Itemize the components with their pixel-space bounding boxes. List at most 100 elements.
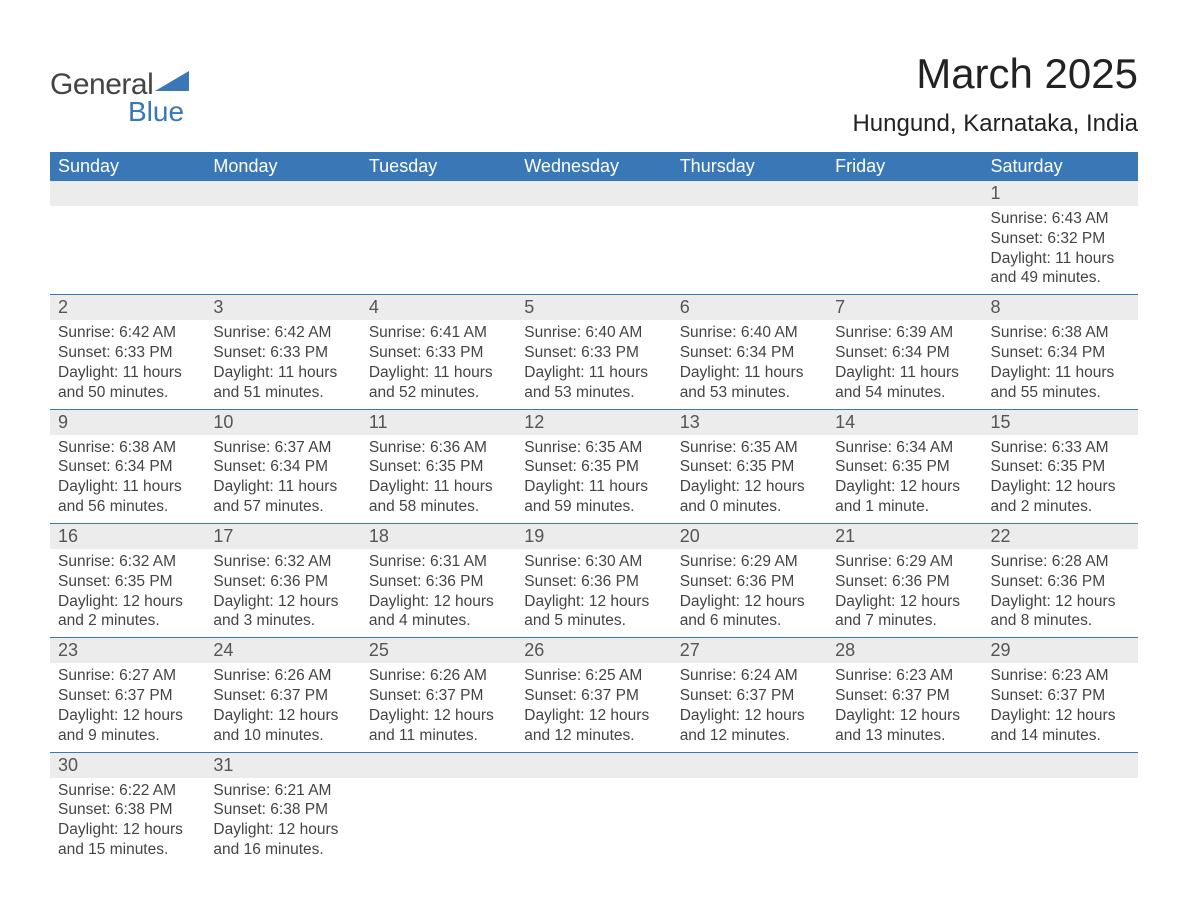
day-detail-row: Sunrise: 6:32 AM Sunset: 6:35 PM Daylight:… <box>50 549 1138 638</box>
sunrise-text: Sunrise: 6:37 AM <box>213 439 331 456</box>
day-detail-row: Sunrise: 6:43 AMSunset: 6:32 PMDaylight:… <box>50 206 1138 295</box>
day-detail-cell <box>983 778 1138 866</box>
logo-triangle-icon <box>155 69 189 96</box>
day-detail-cell: Sunrise: 6:23 AMSunset: 6:37 PMDaylight:… <box>827 663 982 752</box>
daylight-text: Daylight: 11 hours and 51 minutes. <box>213 364 337 401</box>
sunset-text: Sunset: 6:37 PM <box>524 687 639 704</box>
daylight-text: Daylight: 11 hours and 56 minutes. <box>58 478 182 515</box>
daylight-text: Daylight: 11 hours and 58 minutes. <box>369 478 493 515</box>
sunset-text: Sunset: 6:34 PM <box>835 344 950 361</box>
daylight-text: Daylight: 12 hours and 10 minutes. <box>213 707 338 744</box>
day-detail-cell <box>205 206 360 295</box>
day-number-cell: 13 <box>672 409 827 435</box>
day-detail-cell: Sunrise: 6:42 AMSunset: 6:33 PMDaylight:… <box>50 320 205 409</box>
day-number-cell: 19 <box>516 523 671 549</box>
daylight-text: Daylight: 11 hours and 52 minutes. <box>369 364 493 401</box>
daylight-text: Daylight: 12 hours and 3 minutes. <box>213 593 338 630</box>
sunrise-text: Sunrise: 6:32 AM <box>58 553 176 570</box>
day-number-cell <box>361 181 516 206</box>
day-detail-cell <box>672 778 827 866</box>
daylight-text: Daylight: 12 hours and 12 minutes. <box>680 707 805 744</box>
sunset-text: Sunset: 6:38 PM <box>213 801 328 818</box>
sunset-text: Sunset: 6:35 PM <box>680 458 795 475</box>
sunset-text: Sunset: 6:37 PM <box>680 687 795 704</box>
day-detail-cell: Sunrise: 6:35 AMSunset: 6:35 PMDaylight:… <box>672 435 827 524</box>
day-detail-row: Sunrise: 6:42 AMSunset: 6:33 PMDaylight:… <box>50 320 1138 409</box>
day-number-cell: 18 <box>361 523 516 549</box>
day-header: Thursday <box>672 152 827 181</box>
day-detail-cell: Sunrise: 6:27 AMSunset: 6:37 PMDaylight:… <box>50 663 205 752</box>
sunset-text: Sunset: 6:36 PM <box>524 573 639 590</box>
sunset-text: Sunset: 6:35 PM <box>58 573 173 590</box>
page-subtitle: Hungund, Karnataka, India <box>852 110 1138 138</box>
day-number-row: 1 <box>50 181 1138 206</box>
day-detail-cell: Sunrise: 6:41 AMSunset: 6:33 PMDaylight:… <box>361 320 516 409</box>
day-detail-cell: Sunrise: 6:22 AMSunset: 6:38 PMDaylight:… <box>50 778 205 866</box>
sunrise-text: Sunrise: 6:30 AM <box>524 553 642 570</box>
sunset-text: Sunset: 6:35 PM <box>835 458 950 475</box>
day-detail-cell: Sunrise: 6:40 AMSunset: 6:34 PMDaylight:… <box>672 320 827 409</box>
sunrise-text: Sunrise: 6:31 AM <box>369 553 487 570</box>
day-number-row: 2345678 <box>50 295 1138 321</box>
day-number-cell: 24 <box>205 638 360 664</box>
day-number-cell: 26 <box>516 638 671 664</box>
daylight-text: Daylight: 12 hours and 12 minutes. <box>524 707 649 744</box>
day-detail-cell <box>50 206 205 295</box>
calendar-header-row: Sunday Monday Tuesday Wednesday Thursday… <box>50 152 1138 181</box>
calendar-head: Sunday Monday Tuesday Wednesday Thursday… <box>50 152 1138 181</box>
day-number-cell: 4 <box>361 295 516 321</box>
day-number-cell: 29 <box>983 638 1138 664</box>
daylight-text: Daylight: 12 hours and 1 minute. <box>835 478 960 515</box>
day-number-cell: 15 <box>983 409 1138 435</box>
sunrise-text: Sunrise: 6:25 AM <box>524 667 642 684</box>
day-detail-cell: Sunrise: 6:30 AMSunset: 6:36 PMDaylight:… <box>516 549 671 638</box>
day-number-cell: 16 <box>50 523 205 549</box>
daylight-text: Daylight: 11 hours and 50 minutes. <box>58 364 182 401</box>
day-header: Tuesday <box>361 152 516 181</box>
day-detail-cell <box>516 206 671 295</box>
sunrise-text: Sunrise: 6:32 AM <box>213 553 331 570</box>
sunrise-text: Sunrise: 6:26 AM <box>369 667 487 684</box>
sunrise-text: Sunrise: 6:40 AM <box>524 324 642 341</box>
sunrise-text: Sunrise: 6:43 AM <box>991 210 1109 227</box>
day-header: Sunday <box>50 152 205 181</box>
sunrise-text: Sunrise: 6:38 AM <box>58 439 176 456</box>
sunset-text: Sunset: 6:32 PM <box>991 230 1106 247</box>
day-number-cell <box>361 752 516 778</box>
daylight-text: Daylight: 11 hours and 57 minutes. <box>213 478 337 515</box>
daylight-text: Daylight: 12 hours and 7 minutes. <box>835 593 960 630</box>
day-number-cell <box>827 181 982 206</box>
sunrise-text: Sunrise: 6:29 AM <box>835 553 953 570</box>
sunset-text: Sunset: 6:36 PM <box>213 573 328 590</box>
daylight-text: Daylight: 12 hours and 16 minutes. <box>213 821 338 858</box>
day-number-cell: 28 <box>827 638 982 664</box>
day-number-cell: 12 <box>516 409 671 435</box>
day-number-cell: 6 <box>672 295 827 321</box>
daylight-text: Daylight: 12 hours and 14 minutes. <box>991 707 1116 744</box>
sunset-text: Sunset: 6:35 PM <box>369 458 484 475</box>
day-detail-cell: Sunrise: 6:38 AMSunset: 6:34 PMDaylight:… <box>983 320 1138 409</box>
sunrise-text: Sunrise: 6:34 AM <box>835 439 953 456</box>
daylight-text: Daylight: 11 hours and 54 minutes. <box>835 364 959 401</box>
day-detail-cell <box>361 778 516 866</box>
sunrise-text: Sunrise: 6:42 AM <box>58 324 176 341</box>
daylight-text: Daylight: 12 hours and 2 minutes. <box>991 478 1116 515</box>
header: General Blue March 2025 Hungund, Karnata… <box>50 50 1138 138</box>
sunset-text: Sunset: 6:34 PM <box>58 458 173 475</box>
day-detail-cell: Sunrise: 6:32 AMSunset: 6:35 PMDaylight:… <box>50 549 205 638</box>
day-detail-cell: Sunrise: 6:25 AM Sunset: 6:37 PM Daylight:… <box>516 663 671 752</box>
sunset-text: Sunset: 6:37 PM <box>369 687 484 704</box>
calendar-table: Sunday Monday Tuesday Wednesday Thursday… <box>50 152 1138 866</box>
day-detail-cell <box>516 778 671 866</box>
logo-text-blue: Blue <box>128 96 189 128</box>
day-detail-cell: Sunrise: 6:36 AMSunset: 6:35 PMDaylight:… <box>361 435 516 524</box>
day-number-cell: 21 <box>827 523 982 549</box>
day-detail-cell: Sunrise: 6:26 AMSunset: 6:37 PMDaylight:… <box>205 663 360 752</box>
sunset-text: Sunset: 6:36 PM <box>835 573 950 590</box>
day-detail-cell <box>827 206 982 295</box>
day-number-cell: 7 <box>827 295 982 321</box>
sunset-text: Sunset: 6:35 PM <box>524 458 639 475</box>
sunrise-text: Sunrise: 6:24 AM <box>680 667 798 684</box>
day-detail-cell <box>361 206 516 295</box>
day-number-cell: 25 <box>361 638 516 664</box>
